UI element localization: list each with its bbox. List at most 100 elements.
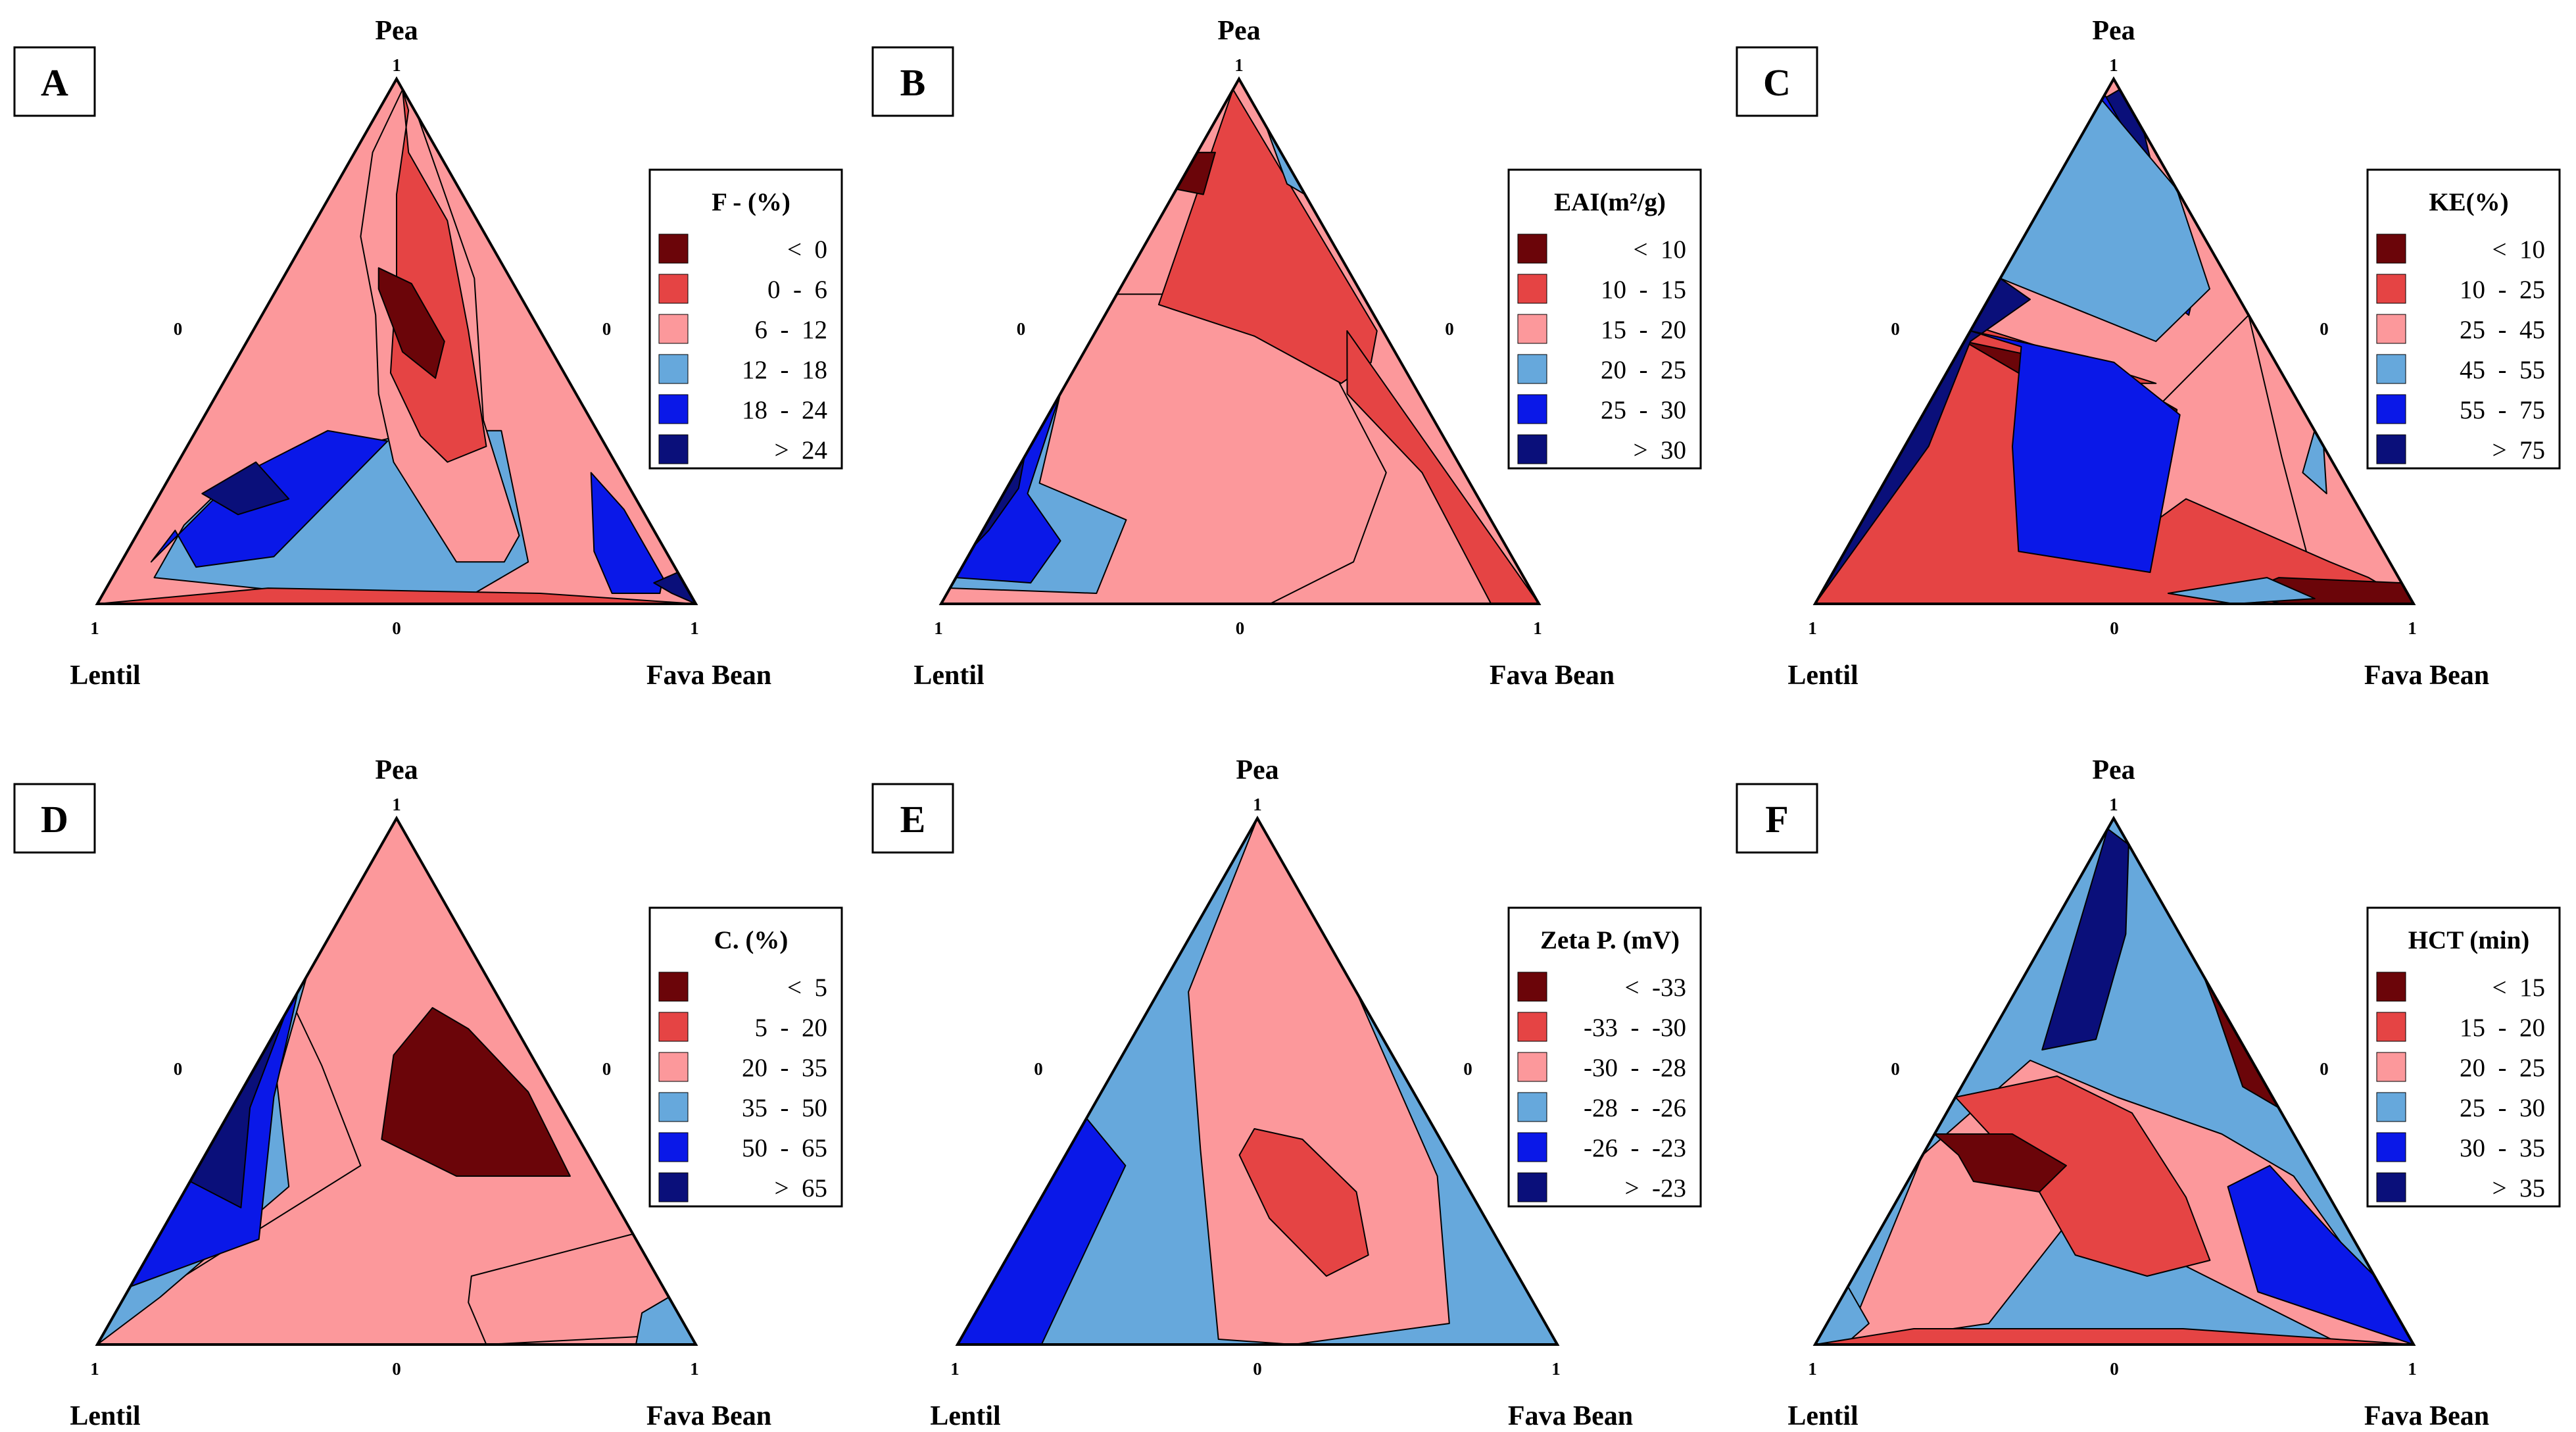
axis-label-right: Fava Bean [646,1401,771,1431]
legend-entry: < -33 [1625,974,1686,1002]
panel-c: C Pea 1 Lentil 1 Fava Bean 1 0 0 0 KE(%) < 10 10 - 2… [1736,16,2561,691]
legend-entry: < 15 [2492,974,2546,1002]
contour-region-red [97,587,696,604]
axis-label-left: Lentil [70,660,140,691]
legend-swatch [1517,394,1547,424]
legend-entry: 20 - 25 [1601,356,1686,384]
legend-swatch [658,314,689,344]
tick-label: 0 [602,319,612,339]
legend-title: EAI(m²/g) [1554,188,1666,216]
tick-label: 0 [1236,618,1245,638]
panel-label: B [900,61,926,104]
legend-entry: 12 - 18 [742,356,827,384]
tick-label: 0 [1253,1359,1262,1379]
legend-swatch [2376,1092,2406,1122]
tick-label: 1 [1808,1359,1817,1379]
legend-swatch [658,1172,689,1202]
legend-entry: -26 - -23 [1584,1134,1686,1162]
panel-b: B Pea 1 Lentil 1 Fava Bean 1 0 0 0 EAI(m²/g) < 10 10… [871,16,1702,691]
tick-label: 1 [2408,618,2417,638]
panel-f: F Pea 1 Lentil 1 Fava Bean 1 0 0 0 HCT (min) < 15 15… [1736,755,2561,1431]
axis-label-top: Pea [2092,16,2135,46]
legend-swatch [658,234,689,264]
axis-label-left: Lentil [1787,660,1858,691]
contour-region-dark-red [381,1007,571,1177]
triangle-outline [955,815,1560,1346]
axis-label-right: Fava Bean [1490,660,1615,691]
tick-label: 1 [392,55,401,75]
legend-title: Zeta P. (mV) [1540,926,1680,954]
contour-region-dark-red [1933,1133,2067,1193]
legend-entry: 10 - 15 [1601,276,1686,304]
legend-swatch [2376,1012,2406,1042]
legend-swatch [658,1012,689,1042]
legend-entry: > 65 [775,1174,828,1202]
panel-a: A Pea 1 Lentil 1 Fava Bean 1 0 0 0 F - (%) < 0 0 - 6… [13,16,843,691]
tick-label: 0 [392,1359,401,1379]
panel-label: D [41,798,68,841]
contour-region-navy [653,572,696,604]
tick-label: 0 [1017,319,1026,339]
contour-region-dark-red [377,267,445,379]
triangle-outline [95,76,698,605]
axis-label-right: Fava Bean [2364,1401,2489,1431]
tick-label: 1 [1234,55,1244,75]
axis-label-top: Pea [375,16,418,46]
legend-entry: 20 - 25 [2460,1054,2545,1082]
tick-label: 0 [392,618,401,638]
legend-swatch [2376,1172,2406,1202]
legend-entry: 0 - 6 [767,276,827,304]
contour-regions [1815,818,2414,1345]
legend-swatch [1517,1012,1547,1042]
legend-swatch [658,1052,689,1082]
tick-label: 1 [2408,1359,2417,1379]
legend-entry: > 75 [2492,436,2546,464]
panel-label-box [871,46,954,117]
legend-entry: 18 - 24 [742,396,827,424]
legend-entry: > 35 [2492,1174,2546,1202]
legend-entry: -28 - -26 [1584,1094,1686,1122]
axis-label-top: Pea [1236,755,1278,785]
legend: C. (%) < 5 5 - 20 20 - 35 35 - 50 50 - 65 > 65 [648,906,843,1208]
legend-swatch [658,394,689,424]
legend-entry: 30 - 35 [2460,1134,2545,1162]
legend-swatch [1517,234,1547,264]
axis-label-left: Lentil [1787,1401,1858,1431]
tick-label: 0 [2110,1359,2119,1379]
legend-title: KE(%) [2429,188,2508,216]
legend-swatch [1517,972,1547,1002]
legend-entry: 45 - 55 [2460,356,2545,384]
legend-entry: 6 - 12 [755,316,828,344]
legend-swatch [658,972,689,1002]
panel-d: D Pea 1 Lentil 1 Fava Bean 1 0 0 0 C. (%) < 5 5 - 20… [13,755,843,1431]
legend-entry: > 30 [1634,436,1687,464]
axis-label-right: Fava Bean [2364,660,2489,691]
legend-swatch [2376,354,2406,384]
legend-swatch [1517,434,1547,464]
contour-region-red [389,89,487,463]
tick-label: 0 [1034,1059,1043,1079]
legend-swatch [658,434,689,464]
panel-label-box [871,783,954,854]
legend-swatch [2376,234,2406,264]
tick-label: 1 [1551,1359,1561,1379]
legend-swatch [1517,274,1547,304]
legend: HCT (min) < 15 15 - 20 20 - 25 25 - 30 30 - 3… [2366,906,2561,1208]
contour-regions [1815,79,2414,604]
legend: Zeta P. (mV) < -33 -33 - -30 -30 - -28 -28 -… [1507,906,1702,1208]
tick-label: 0 [1445,319,1454,339]
legend-entry: -30 - -28 [1584,1054,1686,1082]
legend-swatch [2376,274,2406,304]
legend-swatch [1517,1172,1547,1202]
legend-swatch [1517,1092,1547,1122]
tick-label: 0 [174,1059,183,1079]
axis-label-left: Lentil [930,1401,1000,1431]
tick-label: 0 [2320,319,2329,339]
contour-region-red [1157,89,1378,384]
contour-region-red [1815,1328,2414,1345]
panel-label: A [41,61,68,104]
axis-label-left: Lentil [913,660,984,691]
contour-region-red [1346,330,1539,604]
tick-label: 0 [1463,1059,1472,1079]
